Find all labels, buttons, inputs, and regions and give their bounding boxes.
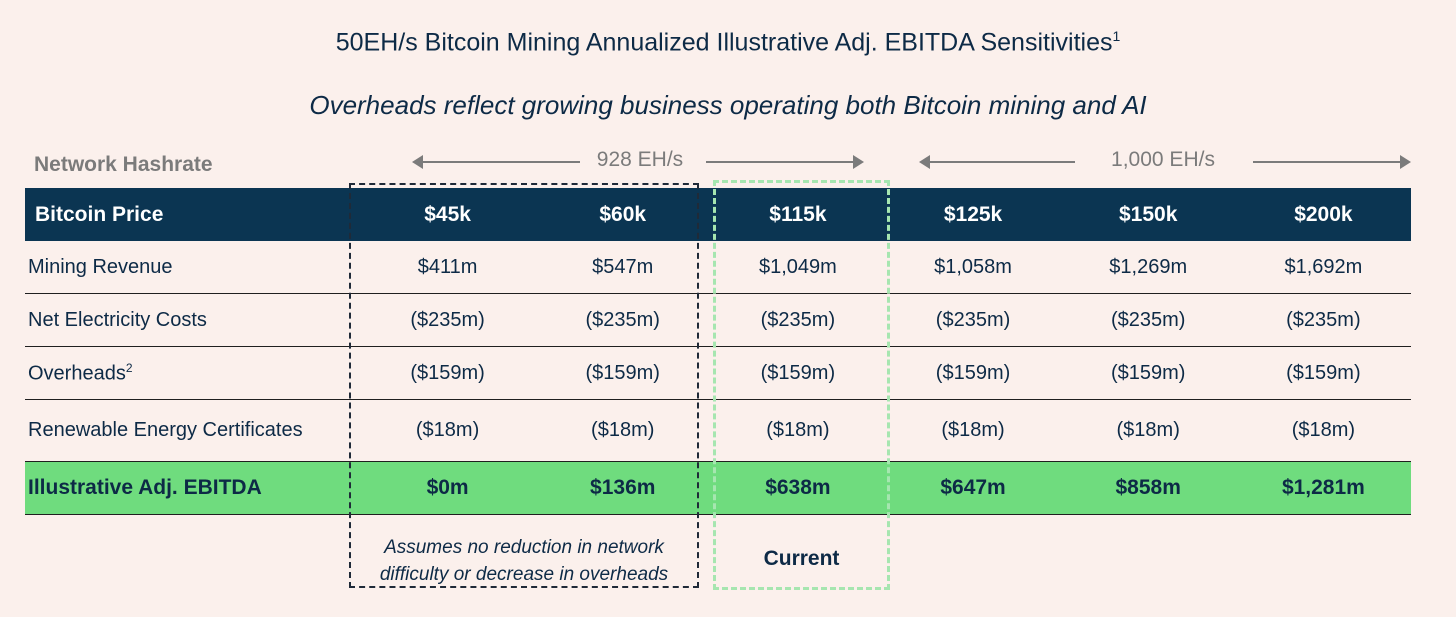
table-cell: ($159m) (710, 346, 886, 400)
chart-subtitle: Overheads reflect growing business opera… (309, 90, 1147, 120)
table-row: Renewable Energy Certificates ($18m) ($1… (25, 399, 1411, 462)
hashrate-group-928: 928 EH/s (412, 148, 864, 176)
hashrate-group-1000-label: 1,000 EH/s (1111, 148, 1215, 171)
row-label: Mining Revenue (25, 241, 360, 294)
arrow-left-icon (919, 155, 930, 169)
network-hashrate-label: Network Hashrate (34, 153, 213, 176)
table-cell: $1,058m (885, 241, 1061, 294)
table-cell: ($159m) (1235, 346, 1411, 400)
price-column-header: $150k (1060, 188, 1236, 241)
table-cell: $547m (535, 241, 711, 294)
table-cell: ($18m) (710, 399, 886, 462)
header-label: Bitcoin Price (25, 188, 360, 241)
table-cell: $1,692m (1235, 241, 1411, 294)
chart-title: 50EH/s Bitcoin Mining Annualized Illustr… (335, 28, 1121, 57)
table-row: Net Electricity Costs ($235m) ($235m) ($… (25, 293, 1411, 347)
table-cell: $411m (360, 241, 536, 294)
table-cell: ($18m) (1060, 399, 1236, 462)
price-column-header: $200k (1235, 188, 1411, 241)
table-cell: ($18m) (885, 399, 1061, 462)
total-label: Illustrative Adj. EBITDA (25, 461, 360, 515)
price-column-header: $125k (885, 188, 1061, 241)
table-cell: ($159m) (1060, 346, 1236, 400)
table-row: Mining Revenue $411m $547m $1,049m $1,05… (25, 241, 1411, 294)
table-cell: ($18m) (535, 399, 711, 462)
table-cell: ($159m) (885, 346, 1061, 400)
arrow-right-icon (853, 155, 864, 169)
sensitivity-table: Bitcoin Price $45k $60k $115k $125k $150… (25, 188, 1411, 515)
total-cell: $858m (1060, 461, 1236, 515)
total-cell: $136m (535, 461, 711, 515)
table-cell: ($18m) (1235, 399, 1411, 462)
table-cell: ($235m) (535, 293, 711, 347)
hashrate-group-1000: 1,000 EH/s (919, 148, 1411, 176)
row-label: Renewable Energy Certificates (25, 399, 360, 462)
table-cell: ($235m) (360, 293, 536, 347)
table-cell: ($18m) (360, 399, 536, 462)
row-label: Net Electricity Costs (25, 293, 360, 347)
price-column-header: $45k (360, 188, 536, 241)
total-cell: $0m (360, 461, 536, 515)
table-cell: ($235m) (885, 293, 1061, 347)
total-cell: $647m (885, 461, 1061, 515)
assumption-note: Assumes no reduction in network difficul… (379, 537, 669, 585)
table-header-row: Bitcoin Price $45k $60k $115k $125k $150… (25, 188, 1411, 241)
table-cell: $1,269m (1060, 241, 1236, 294)
total-row: Illustrative Adj. EBITDA $0m $136m $638m… (25, 461, 1411, 515)
row-label: Overheads2 (25, 346, 360, 400)
arrow-right-icon (1400, 155, 1411, 169)
table-cell: ($235m) (710, 293, 886, 347)
table-cell: ($159m) (535, 346, 711, 400)
table-cell: $1,049m (710, 241, 886, 294)
title-footnote: 1 (1112, 28, 1121, 44)
row-footnote: 2 (125, 360, 133, 375)
table-row: Overheads2 ($159m) ($159m) ($159m) ($159… (25, 346, 1411, 400)
table-cell: ($235m) (1060, 293, 1236, 347)
hashrate-group-928-label: 928 EH/s (596, 148, 684, 171)
table-cell: ($159m) (360, 346, 536, 400)
total-cell: $638m (710, 461, 886, 515)
price-column-header: $115k (710, 188, 886, 241)
total-cell: $1,281m (1235, 461, 1411, 515)
price-column-header: $60k (535, 188, 711, 241)
arrow-left-icon (412, 155, 423, 169)
table-cell: ($235m) (1235, 293, 1411, 347)
current-label: Current (763, 547, 840, 570)
